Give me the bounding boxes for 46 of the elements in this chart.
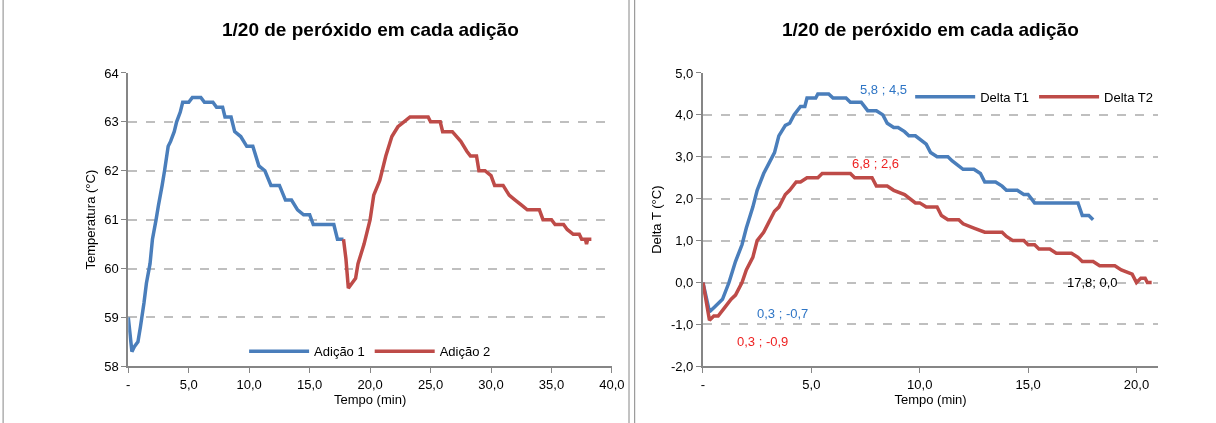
x-tick-label: 30,0 xyxy=(478,376,504,392)
x-tick-label: 5,0 xyxy=(802,376,821,392)
legend-label: Delta T2 xyxy=(1104,89,1153,105)
line-series xyxy=(341,115,594,290)
y-tick-label: 61 xyxy=(104,212,119,228)
annotation: 5,8 ; 4,5 xyxy=(860,82,907,97)
legend-label: Adição 2 xyxy=(439,344,491,360)
legend-label: Delta T1 xyxy=(980,89,1030,105)
x-tick-label: 10,0 xyxy=(236,376,262,392)
y-tick-label: -1,0 xyxy=(670,316,694,332)
y-axis-title: Delta T (°C) xyxy=(649,185,665,254)
chart-title: 1/20 de peróxido em cada adição xyxy=(222,19,519,40)
y-tick-label: 58 xyxy=(104,358,119,374)
y-tick-label: 4,0 xyxy=(675,107,694,123)
annotation: 0,3 ; -0,7 xyxy=(757,306,809,321)
x-tick-label: - xyxy=(700,376,706,392)
y-tick-label: 3,0 xyxy=(675,149,694,165)
y-tick-label: 1,0 xyxy=(675,233,694,249)
y-tick-label: 62 xyxy=(104,163,119,179)
line-series xyxy=(702,171,1154,322)
y-tick-label: 5,0 xyxy=(675,65,694,81)
legend-label: Adição 1 xyxy=(314,344,365,360)
x-tick-label: 20,0 xyxy=(1123,376,1150,392)
y-tick-label: 2,0 xyxy=(675,191,694,207)
y-tick-label: 59 xyxy=(104,309,119,325)
x-tick-label: 10,0 xyxy=(907,376,933,392)
y-axis-title: Temperatura (°C) xyxy=(82,169,98,270)
x-axis-title: Tempo (min) xyxy=(894,392,967,408)
x-tick-label: 15,0 xyxy=(1015,376,1041,392)
y-tick-label: 64 xyxy=(104,65,119,81)
x-tick-label: 35,0 xyxy=(538,376,565,392)
annotation: 0,3 ; -0,9 xyxy=(737,334,789,349)
annotation: 6,8 ; 2,6 xyxy=(852,156,899,171)
y-tick-label: 0,0 xyxy=(675,275,694,291)
x-tick-label: 20,0 xyxy=(357,376,383,392)
y-tick-label: -2,0 xyxy=(670,358,694,374)
x-tick-label: 5,0 xyxy=(179,376,198,392)
x-tick-label: 15,0 xyxy=(296,376,323,392)
chart-title: 1/20 de peróxido em cada adição xyxy=(782,19,1079,40)
x-tick-label: 25,0 xyxy=(417,376,444,392)
y-tick-label: 60 xyxy=(104,261,119,277)
annotation: 17,8; 0,0 xyxy=(1067,275,1118,290)
x-tick-label: 40,0 xyxy=(599,376,625,392)
x-axis-title: Tempo (min) xyxy=(333,392,407,408)
x-tick-label: - xyxy=(126,376,131,392)
y-tick-label: 63 xyxy=(104,114,119,130)
